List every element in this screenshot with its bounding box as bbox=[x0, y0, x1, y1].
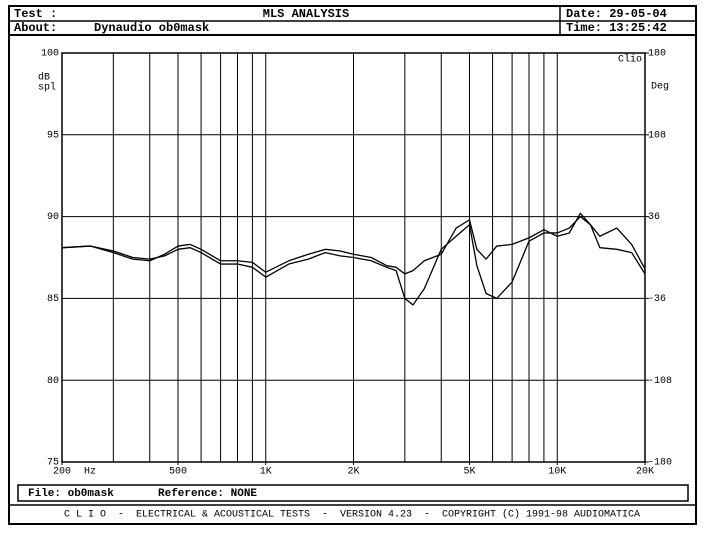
reference: Reference: NONE bbox=[158, 488, 257, 500]
about: Dynaudio ob0mask bbox=[94, 21, 209, 35]
y2-axis-label: Deg bbox=[651, 82, 669, 93]
series-line bbox=[61, 215, 646, 306]
y-tick-label: 75 bbox=[47, 458, 59, 469]
y-axis-label: spl bbox=[38, 82, 56, 94]
x-tick-label: 500 bbox=[169, 467, 187, 478]
x-tick-label: 1K bbox=[260, 467, 272, 478]
y-tick-label: 100 bbox=[41, 49, 59, 60]
y-tick-label: 95 bbox=[47, 130, 59, 141]
y-axis-label: dB bbox=[38, 72, 50, 84]
date: Date: 29-05-04 bbox=[566, 7, 667, 21]
about-label: About: bbox=[14, 21, 57, 35]
y-tick-label: 80 bbox=[47, 376, 59, 387]
y2-tick-label: 36 bbox=[648, 212, 660, 223]
y2-tick-label: -108 bbox=[648, 376, 672, 387]
title: MLS ANALYSIS bbox=[263, 7, 349, 21]
plot-frame bbox=[61, 52, 646, 463]
outer-frame bbox=[8, 5, 697, 525]
y2-tick-label: 108 bbox=[648, 130, 666, 141]
time: Time: 13:25:42 bbox=[566, 21, 667, 35]
x-tick-label: 20K bbox=[636, 467, 654, 478]
x-tick-label: 5K bbox=[463, 467, 475, 478]
y2-tick-label: -180 bbox=[648, 458, 672, 469]
y-tick-label: 90 bbox=[47, 212, 59, 223]
x-axis-unit: Hz bbox=[84, 467, 96, 478]
file: File: ob0mask bbox=[28, 488, 114, 500]
x-tick-label: 2K bbox=[347, 467, 359, 478]
banner: C L I O - ELECTRICAL & ACOUSTICAL TESTS … bbox=[64, 509, 640, 521]
y2-tick-label: -36 bbox=[648, 294, 666, 305]
test-label: Test : bbox=[14, 7, 57, 21]
x-tick-label: 10K bbox=[548, 467, 566, 478]
series-line bbox=[61, 212, 646, 275]
x-tick-label: 200 bbox=[53, 467, 71, 478]
footer-box bbox=[17, 484, 689, 502]
plot: 75 80 85 90 95 100 -180 -108 -36 36 108 180 200 500 1K… bbox=[38, 49, 672, 478]
annotation: Clio bbox=[618, 54, 642, 66]
y2-tick-label: 180 bbox=[648, 49, 666, 60]
y-tick-label: 85 bbox=[47, 294, 59, 305]
